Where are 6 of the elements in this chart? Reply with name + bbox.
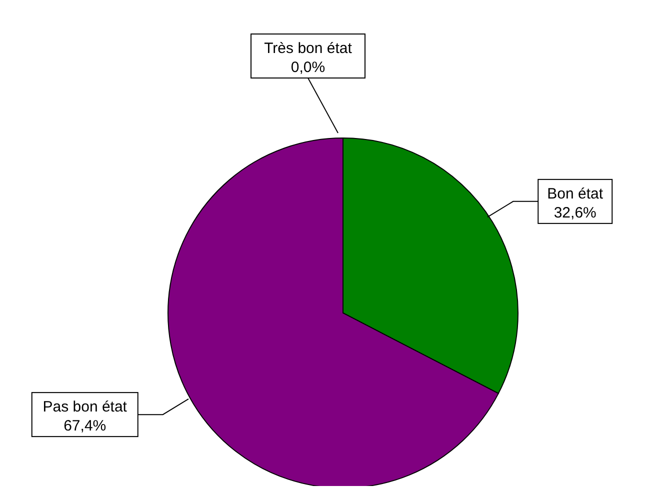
text: 0,0% — [290, 59, 326, 76]
data-label: 32,6% — [554, 204, 596, 222]
category-label: Très bon état — [264, 40, 352, 57]
data-label: 67,4% — [64, 418, 106, 435]
slice-label: Pas bon état — [42, 398, 128, 416]
slice-label: Bon état — [547, 185, 604, 202]
